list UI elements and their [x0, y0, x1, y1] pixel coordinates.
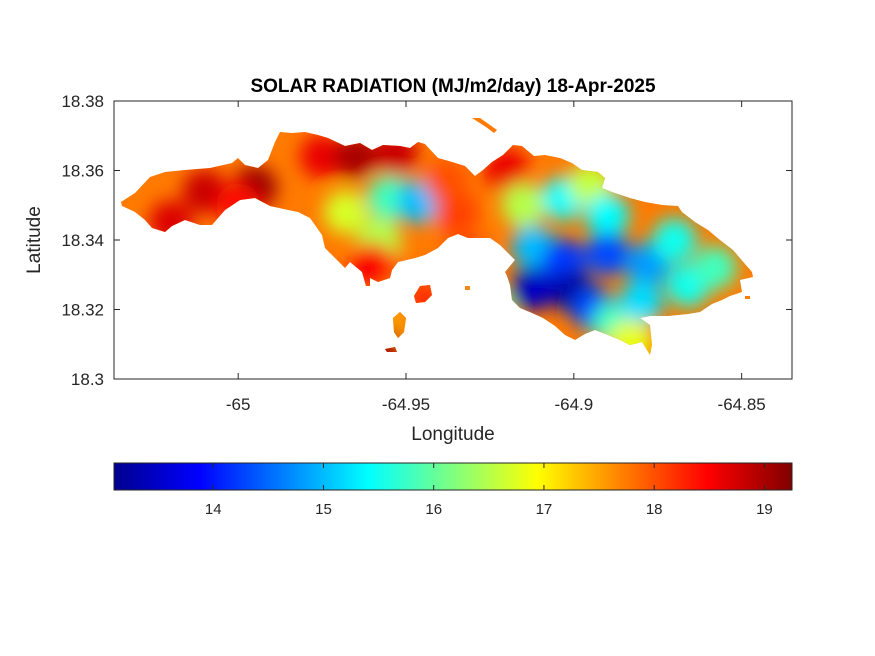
- y-axis-label: Latitude: [24, 206, 45, 274]
- heatmap-cell: [424, 158, 469, 203]
- colorbar-tick-label: 17: [536, 501, 553, 518]
- heatmap-cell: [182, 169, 227, 214]
- y-tick-label: 18.34: [61, 231, 104, 250]
- heatmap-cell: [692, 245, 737, 290]
- heatmap-cell: [511, 266, 556, 311]
- heatmap-cell: [323, 190, 368, 235]
- heatmap-cell: [501, 183, 546, 228]
- colorbar-tick-label: 19: [756, 501, 773, 518]
- chart-title: SOLAR RADIATION (MJ/m2/day) 18-Apr-2025: [250, 76, 655, 97]
- colorbar: [113, 462, 793, 491]
- x-axis: -65 -64.95 -64.9 -64.85: [226, 101, 766, 414]
- colorbar-tick-label: 14: [205, 501, 222, 518]
- y-tick-label: 18.3: [71, 370, 104, 389]
- x-tick-label: -64.85: [718, 395, 766, 414]
- colorbar-tick-label: 18: [646, 501, 663, 518]
- x-tick-label: -65: [226, 395, 251, 414]
- heatmap-cell: [300, 134, 345, 179]
- y-axis: 18.3 18.32 18.34 18.36 18.38: [61, 92, 792, 389]
- colorbar-tick-label: 16: [425, 501, 442, 518]
- x-tick-label: -64.9: [554, 395, 593, 414]
- heatmap-cell: [652, 218, 697, 262]
- heatmap-cell: [585, 193, 630, 238]
- colorbar-tick-label: 15: [315, 501, 332, 518]
- x-tick-label: -64.95: [382, 395, 430, 414]
- heatmap-cell: [585, 231, 630, 276]
- heatmap-cell: [618, 280, 663, 325]
- y-tick-label: 18.36: [61, 162, 104, 181]
- y-tick-label: 18.38: [61, 92, 104, 111]
- y-tick-label: 18.32: [61, 301, 104, 320]
- x-axis-label: Longitude: [411, 424, 494, 445]
- colorbar-ticks: 14 15 16 17 18 19: [205, 463, 773, 518]
